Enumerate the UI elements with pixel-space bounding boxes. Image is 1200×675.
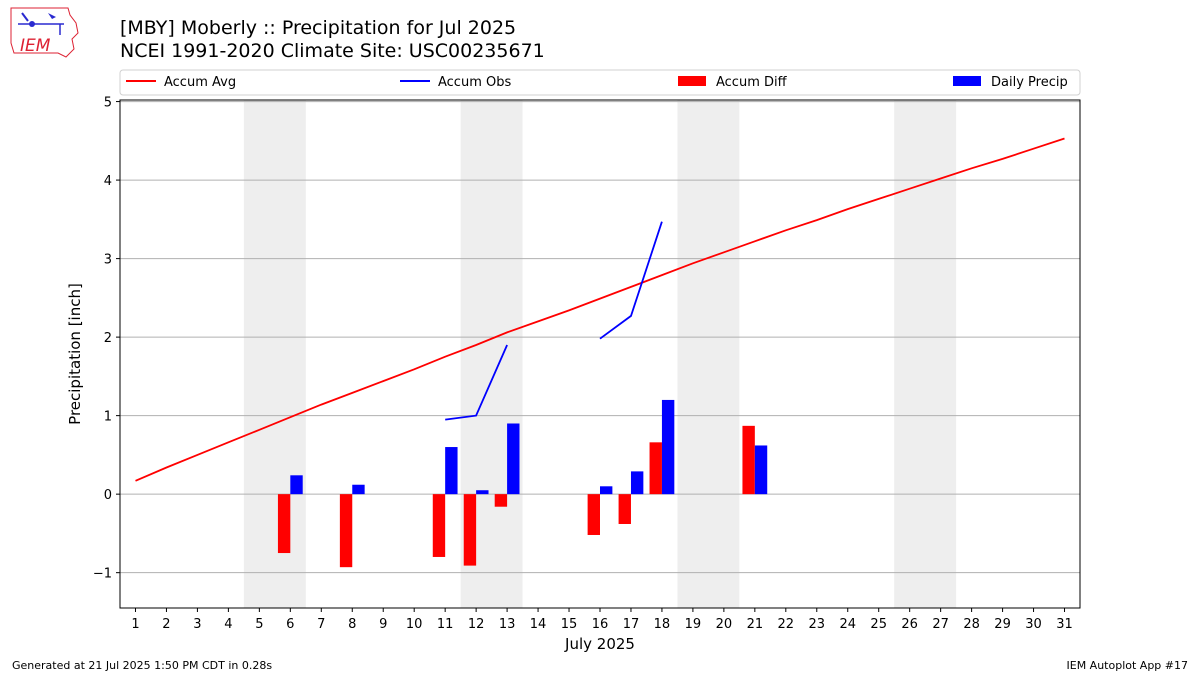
chart-title: [MBY] Moberly :: Precipitation for Jul 2… (120, 17, 517, 39)
x-tick-label: 19 (685, 617, 702, 632)
x-tick-label: 4 (224, 617, 232, 632)
daily-precip-bar (445, 447, 458, 495)
x-tick-label: 8 (348, 617, 356, 632)
accum-diff-bar (494, 494, 508, 507)
y-tick-label: 0 (104, 488, 112, 503)
accum-diff-bar (649, 442, 662, 495)
x-tick-label: 1 (131, 617, 139, 632)
legend-label: Accum Avg (164, 75, 236, 90)
x-tick-label: 6 (286, 617, 294, 632)
x-tick-label: 21 (747, 617, 764, 632)
accum-avg-line (135, 137, 1065, 482)
x-tick-label: 27 (932, 617, 949, 632)
daily-precip-bar (754, 445, 768, 495)
x-tick-label: 24 (839, 617, 856, 632)
accum-obs-line (445, 344, 508, 421)
x-tick-label: 28 (963, 617, 980, 632)
daily-precip-bar (476, 490, 489, 495)
x-axis-label: July 2025 (564, 635, 635, 653)
chart-subtitle: NCEI 1991-2020 Climate Site: USC00235671 (120, 40, 545, 62)
x-tick-label: 29 (994, 617, 1011, 632)
daily-precip-bar (600, 486, 613, 495)
x-tick-label: 18 (654, 617, 671, 632)
x-tick-label: 16 (592, 617, 609, 632)
y-tick-label: 2 (104, 331, 112, 346)
generated-footer: Generated at 21 Jul 2025 1:50 PM CDT in … (12, 659, 273, 672)
weekend-band (677, 100, 740, 608)
accum-diff-bar (742, 425, 755, 495)
x-tick-label: 12 (468, 617, 485, 632)
x-tick-label: 10 (406, 617, 423, 632)
x-tick-label: 7 (317, 617, 325, 632)
x-tick-label: 22 (778, 617, 795, 632)
accum-obs-line (599, 221, 663, 340)
y-tick-label: 4 (104, 174, 112, 189)
x-tick-label: 31 (1056, 617, 1073, 632)
iem-logo-text: IEM (20, 36, 51, 56)
weekend-shading (243, 100, 957, 608)
x-tick-label: 20 (716, 617, 733, 632)
accum-diff-bar (587, 494, 600, 535)
daily-precip-bar (630, 471, 644, 495)
x-tick-label: 17 (623, 617, 640, 632)
legend-swatch (678, 76, 706, 86)
accum-diff-bar (339, 494, 353, 568)
accum-diff-bar (463, 494, 477, 566)
legend-label: Accum Diff (716, 75, 788, 90)
x-tick-label: 25 (870, 617, 887, 632)
daily-precip-bar (661, 399, 675, 495)
y-tick-label: 1 (104, 410, 112, 425)
legend-label: Accum Obs (438, 75, 511, 90)
y-tick-label: −1 (93, 567, 112, 582)
accum-diff-bar (432, 494, 446, 557)
x-tick-label: 15 (561, 617, 578, 632)
bars (277, 399, 768, 568)
daily-precip-bar (290, 475, 303, 495)
y-tick-label: 3 (104, 253, 112, 268)
x-tick-label: 5 (255, 617, 263, 632)
x-tick-label: 23 (809, 617, 826, 632)
daily-precip-bar (352, 484, 365, 495)
iem-logo-graphic: IEM (10, 7, 79, 58)
x-tick-label: 26 (901, 617, 918, 632)
lines (135, 137, 1065, 482)
daily-precip-bar (507, 423, 520, 495)
y-axis-label: Precipitation [inch] (66, 283, 84, 425)
x-tick-label: 30 (1025, 617, 1042, 632)
x-tick-label: 11 (437, 617, 454, 632)
legend-swatch (953, 76, 981, 86)
app-footer: IEM Autoplot App #17 (1066, 659, 1189, 672)
x-tick-label: 3 (193, 617, 201, 632)
y-tick-label: 5 (104, 96, 112, 111)
legend-label: Daily Precip (991, 75, 1068, 90)
accum-diff-bar (277, 494, 291, 554)
legend-box (119, 69, 1081, 96)
x-tick-label: 13 (499, 617, 516, 632)
iem-logo: IEM (8, 5, 80, 59)
legend: Accum Avg Accum Obs Accum Diff Daily Precip (119, 69, 1081, 96)
weekend-band (894, 100, 957, 608)
x-tick-label: 2 (162, 617, 170, 632)
x-tick-label: 9 (379, 617, 387, 632)
accum-diff-bar (618, 494, 631, 524)
x-tick-label: 14 (530, 617, 547, 632)
weekend-band (243, 100, 306, 608)
